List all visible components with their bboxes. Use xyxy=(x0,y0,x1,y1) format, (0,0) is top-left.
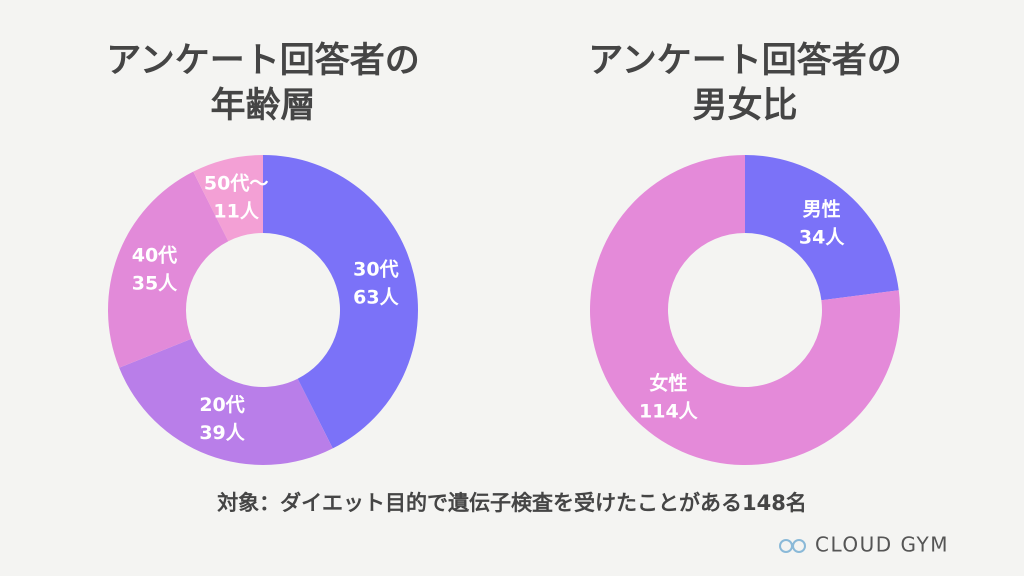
slice-category: 女性 xyxy=(649,372,687,395)
slice-category: 男性 xyxy=(803,197,841,220)
chart-title: アンケート回答者の xyxy=(588,41,902,81)
slice-value: 114人 xyxy=(639,401,699,423)
slice-value: 63人 xyxy=(353,287,399,309)
donut-slice xyxy=(119,338,333,465)
chart-title: 男女比 xyxy=(692,85,797,126)
chart-title: 年齢層 xyxy=(210,86,315,126)
slice-value: 39人 xyxy=(199,422,245,444)
slice-value: 34人 xyxy=(799,226,845,248)
slice-category: 20代 xyxy=(199,394,244,416)
brand-name: CLOUD GYM xyxy=(815,533,949,557)
slice-category: 30代 xyxy=(353,259,398,281)
donut-slice xyxy=(193,155,263,242)
brand-logo: CLOUD GYM xyxy=(779,533,949,557)
footnote: 対象：ダイエット目的で遺伝子検査を受けたことがある148名 xyxy=(217,491,807,515)
slice-value: 35人 xyxy=(132,273,178,295)
slice-category: 50代〜 xyxy=(204,173,268,195)
donut-slice xyxy=(589,155,900,466)
slice-category: 40代 xyxy=(132,245,177,267)
slice-value: 11人 xyxy=(213,201,259,223)
donut-slice xyxy=(745,155,899,301)
donut-slice xyxy=(263,155,418,449)
donut-slice xyxy=(107,171,229,368)
chart-title: アンケート回答者の xyxy=(106,41,420,81)
logo-icon xyxy=(792,539,806,553)
